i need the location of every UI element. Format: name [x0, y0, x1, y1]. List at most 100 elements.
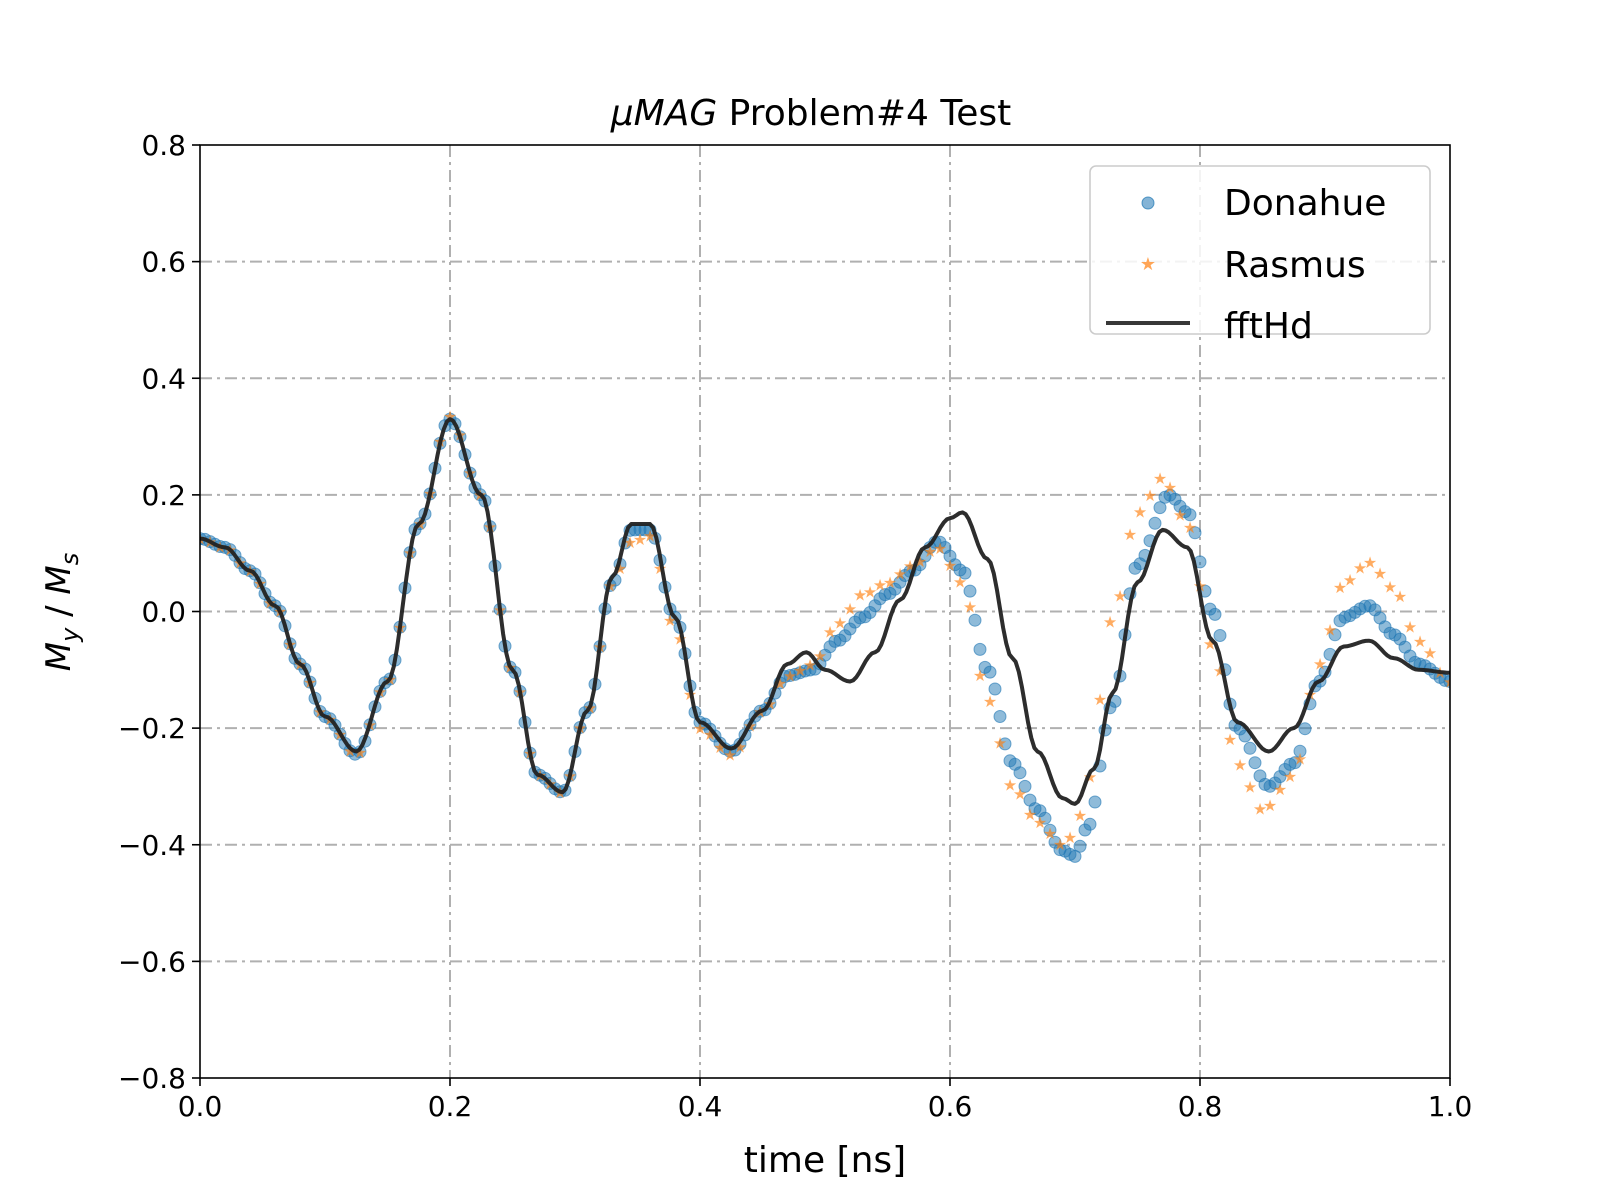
rasmus-point: ★: [1263, 796, 1277, 815]
legend-box: [1089, 165, 1431, 335]
y-tick-label: 0.4: [141, 362, 186, 395]
y-axis-label: My / Ms: [39, 553, 84, 671]
y-tick-label: −0.2: [118, 712, 186, 745]
donahue-point: [963, 584, 977, 598]
rasmus-point: ★: [783, 666, 797, 685]
rasmus-point: ★: [1023, 805, 1037, 824]
legend: Donahue ★ Rasmus fftHd: [1089, 165, 1431, 347]
y-tick-label: 0.2: [141, 479, 186, 512]
donahue-point: [1038, 811, 1052, 825]
ffthd-line: [200, 417, 1450, 806]
y-tick-label: 0.6: [141, 246, 186, 279]
series-layer: ★★★★★★★★★★★★★★★★★★★★★★★★★★★★★★★★★★★★★★★★…: [200, 407, 1457, 863]
donahue-point: [1153, 501, 1167, 515]
rasmus-point: ★: [1103, 612, 1117, 631]
rasmus-point: ★: [1013, 785, 1027, 804]
y-tick-label: −0.6: [118, 945, 186, 978]
x-tick-label: 0.8: [1178, 1090, 1223, 1123]
x-tick-label: 1.0: [1428, 1090, 1473, 1123]
x-tick-label: 0.0: [178, 1090, 223, 1123]
rasmus-point: ★: [1183, 518, 1197, 537]
rasmus-point: ★: [843, 600, 857, 619]
rasmus-point: ★: [963, 597, 977, 616]
rasmus-point: ★: [893, 565, 907, 584]
rasmus-point: ★: [1383, 578, 1397, 597]
rasmus-point: ★: [1353, 559, 1367, 578]
rasmus-point: ★: [1153, 469, 1167, 488]
y-axis: −0.8 −0.6 −0.4 −0.2 0.0 0.2 0.4 0.6 0.8: [118, 129, 200, 1095]
y-tick-label: −0.8: [118, 1062, 186, 1095]
legend-marker-donahue: [1141, 196, 1155, 210]
rasmus-point: ★: [1283, 767, 1297, 786]
series-rasmus: ★★★★★★★★★★★★★★★★★★★★★★★★★★★★★★★★★★★★★★★★…: [200, 407, 1457, 854]
rasmus-point: ★: [1043, 824, 1057, 843]
y-axis-label-group: My / Ms: [39, 553, 84, 671]
legend-label-donahue: Donahue: [1224, 183, 1386, 224]
rasmus-point: ★: [1323, 621, 1337, 640]
rasmus-point: ★: [1173, 505, 1187, 524]
title-prefix: μMAG: [610, 93, 718, 134]
y-label-sep: /: [39, 595, 79, 628]
rasmus-point: ★: [1333, 578, 1347, 597]
y-tick-label: 0.8: [141, 129, 186, 162]
donahue-point: [958, 566, 972, 580]
donahue-point: [1243, 741, 1257, 755]
y-label-sub1: y: [56, 627, 84, 643]
rasmus-point: ★: [1313, 655, 1327, 674]
rasmus-point: ★: [1253, 800, 1267, 819]
donahue-point: [1293, 744, 1307, 758]
donahue-point: [988, 682, 1002, 696]
donahue-point: [1148, 516, 1162, 530]
donahue-point: [1288, 756, 1302, 770]
rasmus-point: ★: [953, 573, 967, 592]
rasmus-point: ★: [1243, 777, 1257, 796]
donahue-point: [1083, 817, 1097, 831]
rasmus-point: ★: [793, 661, 807, 680]
rasmus-point: ★: [883, 573, 897, 592]
donahue-point: [983, 665, 997, 679]
rasmus-point: ★: [1123, 525, 1137, 544]
legend-marker-rasmus: ★: [1140, 254, 1156, 275]
x-axis: 0.0 0.2 0.4 0.6 0.8 1.0: [178, 1078, 1473, 1123]
series-ffthd: [200, 417, 1450, 806]
donahue-point: [968, 613, 982, 627]
rasmus-point: ★: [933, 539, 947, 558]
legend-label-rasmus: Rasmus: [1224, 245, 1366, 286]
chart-title: μMAG Problem#4 Test: [610, 93, 1012, 134]
x-axis-label: time [ns]: [744, 1140, 906, 1181]
rasmus-point: ★: [1053, 835, 1067, 854]
rasmus-point: ★: [1033, 813, 1047, 832]
y-label-sub2: s: [56, 553, 84, 566]
donahue-point: [993, 710, 1007, 723]
rasmus-point: ★: [1073, 806, 1087, 825]
plot-frame: [199, 144, 1451, 1079]
rasmus-point: ★: [1423, 643, 1437, 662]
y-label-m2: M: [39, 565, 79, 594]
rasmus-point: ★: [1293, 750, 1307, 769]
rasmus-point: ★: [1443, 673, 1457, 692]
donahue-point: [1443, 675, 1450, 688]
y-label-m1: M: [39, 642, 79, 671]
donahue-point: [1183, 508, 1197, 522]
rasmus-point: ★: [1413, 632, 1427, 651]
rasmus-point: ★: [853, 586, 867, 605]
rasmus-point: ★: [1233, 755, 1247, 774]
donahue-point: [1013, 766, 1027, 780]
rasmus-point: ★: [1113, 587, 1127, 606]
rasmus-point: ★: [1133, 503, 1147, 522]
rasmus-point: ★: [983, 692, 997, 711]
donahue-point: [1018, 779, 1032, 793]
rasmus-point: ★: [633, 530, 647, 549]
rasmus-point: ★: [1343, 570, 1357, 589]
rasmus-point: ★: [943, 556, 957, 575]
rasmus-point: ★: [873, 576, 887, 595]
donahue-point: [998, 737, 1012, 751]
donahue-point: [1043, 823, 1057, 837]
rasmus-point: ★: [1363, 553, 1377, 572]
rasmus-point: ★: [823, 623, 837, 642]
rasmus-point: ★: [1063, 828, 1077, 847]
y-tick-label: −0.4: [118, 829, 186, 862]
x-tick-label: 0.2: [428, 1090, 473, 1123]
rasmus-point: ★: [833, 613, 847, 632]
